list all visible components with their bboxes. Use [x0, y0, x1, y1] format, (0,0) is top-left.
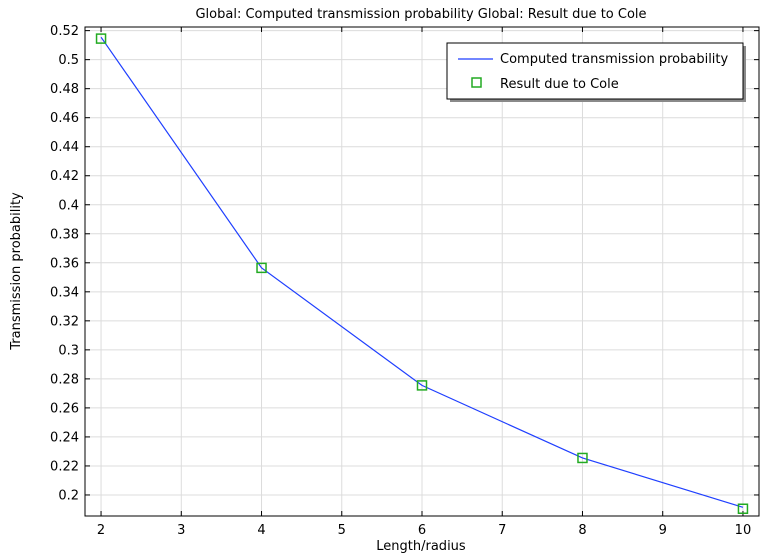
y-tick-label: 0.36 [50, 256, 79, 271]
chart-title: Global: Computed transmission probabilit… [195, 7, 646, 22]
y-tick-label: 0.22 [50, 459, 79, 474]
x-tick-label: 3 [177, 523, 185, 538]
y-tick-label: 0.4 [58, 198, 79, 213]
data-point-cole [416, 380, 428, 391]
x-tick-label: 6 [418, 523, 426, 538]
y-tick-labels: 0.2 0.22 0.24 0.26 0.28 0.3 0.32 0.34 0.36 0.38 0.… [50, 24, 79, 503]
y-tick-label: 0.38 [50, 227, 79, 242]
data-point-cole [256, 262, 267, 274]
x-tick-label: 9 [659, 523, 667, 538]
series-layer [95, 33, 749, 514]
x-tick-label: 8 [578, 523, 586, 538]
x-tick-labels: 2 3 4 5 6 7 8 9 10 [97, 523, 751, 538]
x-tick-label: 10 [735, 523, 752, 538]
legend: Computed transmission probability Result… [446, 42, 746, 102]
y-tick-label: 0.5 [58, 53, 79, 68]
y-tick-label: 0.2 [58, 488, 79, 503]
y-tick-label: 0.34 [50, 285, 79, 300]
data-point-cole [577, 452, 588, 464]
legend-box [446, 42, 744, 100]
y-tick-label: 0.52 [50, 24, 79, 39]
series-line-computed [100, 36, 744, 508]
axis-ticks [85, 27, 759, 516]
x-tick-label: 5 [338, 523, 346, 538]
data-point-cole [737, 503, 749, 514]
y-tick-label: 0.24 [50, 430, 79, 445]
y-tick-label: 0.26 [50, 401, 79, 416]
x-tick-label: 7 [498, 523, 506, 538]
x-tick-label: 2 [97, 523, 105, 538]
y-tick-label: 0.28 [50, 372, 79, 387]
legend-marker-swatch [471, 77, 482, 88]
y-tick-label: 0.32 [50, 314, 79, 329]
y-tick-label: 0.46 [50, 111, 79, 126]
legend-entry-computed: Computed transmission probability [500, 52, 729, 67]
y-tick-label: 0.48 [50, 82, 79, 97]
y-tick-label: 0.42 [50, 169, 79, 184]
data-point-cole [95, 33, 107, 44]
y-axis-title: Transmission probability [9, 192, 24, 351]
grid [85, 27, 759, 516]
x-axis-title: Length/radius [376, 539, 466, 554]
y-tick-label: 0.44 [50, 140, 79, 155]
legend-entry-cole: Result due to Cole [500, 77, 619, 92]
y-tick-label: 0.3 [58, 343, 79, 358]
x-tick-label: 4 [257, 523, 265, 538]
